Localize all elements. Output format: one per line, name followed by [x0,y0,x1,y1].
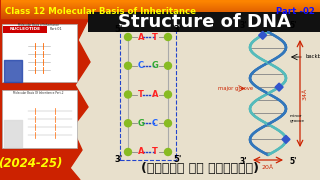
Text: A: A [138,147,144,156]
Circle shape [164,91,172,98]
Text: C: C [152,119,158,128]
Circle shape [164,148,172,156]
Text: A: A [152,90,158,99]
Text: C: C [138,61,144,70]
Circle shape [124,33,132,40]
Text: Class 12 Molecular Basis of Inheritance: Class 12 Molecular Basis of Inheritance [5,6,196,15]
Polygon shape [282,135,290,143]
Bar [2,24,77,82]
Text: 5': 5' [289,21,297,30]
Text: 5': 5' [115,25,123,34]
Circle shape [164,62,172,69]
Text: Part:01: Part:01 [50,28,63,31]
Text: backbone: backbone [306,55,320,60]
Text: (2024-25): (2024-25) [0,158,62,170]
Text: T: T [152,33,158,42]
Polygon shape [0,0,90,180]
Text: G: G [152,61,158,70]
Circle shape [124,91,132,98]
Text: Structure of DNA: Structure of DNA [117,13,291,31]
Text: T: T [152,147,158,156]
Bar [120,29,176,160]
Polygon shape [275,83,283,91]
Bar [3,26,47,33]
Text: minor
groove: minor groove [290,114,305,123]
Text: 3': 3' [239,157,247,166]
Bar [2,90,77,148]
Circle shape [124,62,132,69]
Text: Molecular Basis of Inheritance: Molecular Basis of Inheritance [18,23,59,27]
Bar [88,12,320,32]
Circle shape [164,120,172,127]
Text: 34Å: 34Å [303,87,308,100]
Text: 5': 5' [173,155,181,164]
Text: 3': 3' [115,155,123,164]
Text: 3': 3' [239,21,247,30]
Text: 20Å: 20Å [262,165,274,170]
Polygon shape [259,31,267,39]
Text: (डीएनए की संरचना): (डीएनए की संरचना) [141,161,259,174]
Text: T: T [138,90,144,99]
Text: A: A [138,33,144,42]
Text: Molecular Basis Of Inheritance Part-2: Molecular Basis Of Inheritance Part-2 [13,91,63,95]
Circle shape [164,33,172,40]
Circle shape [124,120,132,127]
Text: G: G [138,119,144,128]
Text: 5': 5' [289,157,297,166]
Text: major groove: major groove [218,86,253,91]
Text: 3': 3' [173,25,181,34]
Circle shape [124,148,132,156]
Text: NUCLEOTIDE: NUCLEOTIDE [9,28,41,31]
Text: Part -02: Part -02 [276,6,315,15]
